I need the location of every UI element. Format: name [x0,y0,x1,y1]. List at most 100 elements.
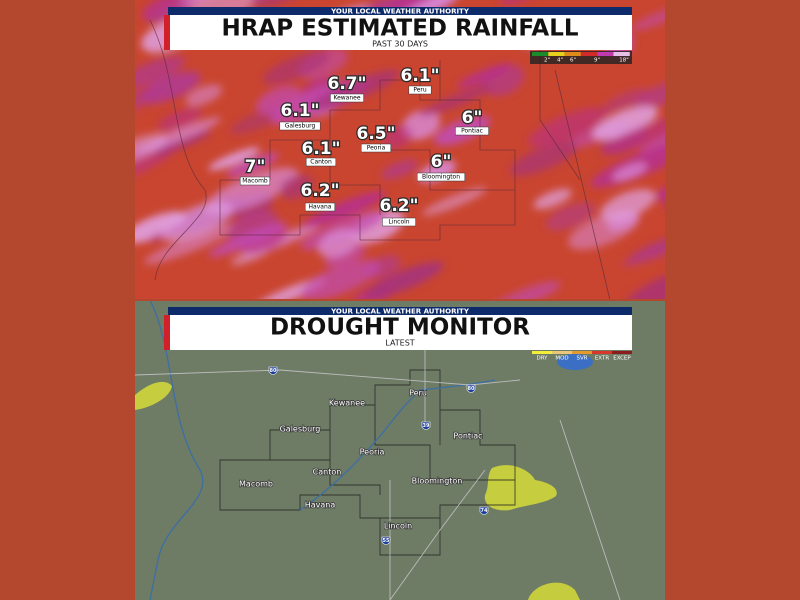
banner-text: YOUR LOCAL WEATHER AUTHORITY [330,308,470,316]
city-name: Kewanee [329,399,365,408]
legend-swatch [572,351,592,354]
rain-blob [157,107,203,132]
rain-blob [625,264,665,299]
rain-blob [262,50,330,85]
legend-label: SVR [576,356,587,362]
legend-label: 4" [557,58,563,64]
city-name: Macomb [239,480,273,489]
legend-label: MOD [555,356,568,362]
banner-text: YOUR LOCAL WEATHER AUTHORITY [330,8,470,16]
highway-number: 55 [383,538,390,544]
city-box [416,172,466,182]
rain-blob [600,189,656,221]
rain-blob [592,105,658,141]
rain-blob [160,201,233,242]
city-name: Peoria [360,448,385,457]
rainfall-amount: 6.1" [302,139,341,159]
legend-swatch [592,351,612,354]
rainfall-amount: 6.1" [281,101,320,121]
city-name: Peru [413,87,427,94]
city-name: Havana [309,204,332,211]
rainfall-legend: 2" 4" 6" 9" 18" [530,51,632,64]
banner-strip [168,307,632,315]
rain-blob [208,222,288,257]
accent-bar [164,315,170,350]
city-name: Pontiac [461,128,483,135]
legend-swatch [612,351,632,354]
city-box [279,121,321,131]
roads [135,340,621,600]
legend-label: 18" [619,58,629,64]
map-base [135,301,665,600]
legend-shadow [557,354,593,370]
rainfall-amount: 6" [462,108,483,128]
city-box [382,217,416,227]
highway-shield [421,421,431,430]
rain-blob [317,228,360,258]
rain-blob [622,224,665,267]
legend-label: EXCEP [613,356,631,362]
rain-blob [383,124,413,149]
city-name: Havana [305,501,336,510]
rain-blob [208,147,260,171]
city-name: Lincoln [384,522,412,531]
rainfall-amount: 6.2" [301,181,340,201]
rain-blob [135,133,168,165]
subtitle: LATEST [385,339,415,348]
city-box [305,157,337,167]
city-box [455,126,489,136]
rain-blob [135,55,185,89]
city-name: Bloomington [422,174,460,181]
rainfall-header: YOUR LOCAL WEATHER AUTHORITY HRAP ESTIMA… [164,7,632,50]
highway-number: 80 [468,386,475,392]
rain-blob [144,223,239,265]
rain-blob [365,261,444,299]
title: HRAP ESTIMATED RAINFALL [221,16,578,42]
rainfall-amount: 6.5" [357,124,396,144]
title-box [168,15,632,50]
rain-blob [381,159,418,180]
drought-header: YOUR LOCAL WEATHER AUTHORITY DROUGHT MON… [164,307,632,370]
rain-blob [203,167,299,215]
rain-blob [226,152,279,178]
rain-blob [324,244,367,268]
city-name: Lincoln [388,219,409,226]
city-name: Kewanee [333,95,360,102]
rain-blob [300,259,381,299]
city-name: Canton [313,468,342,477]
rainfall-amount: 6.2" [380,196,419,216]
rain-blob [527,107,609,148]
accent-bar [164,15,170,50]
highway-number: 39 [423,423,430,429]
city-name: Peru [409,389,427,398]
legend-label: 2" [544,58,550,64]
rainfall-amount: 6.7" [328,74,367,94]
rain-blob [603,88,650,112]
legend-swatch [532,52,549,56]
rain-blob [457,63,512,88]
highway-shield [268,366,278,375]
drought-legend: DRY MOD SVR EXTR EXCEP [532,351,632,362]
legend-swatch [613,52,630,56]
rain-blob [630,6,665,31]
city-name: Peoria [367,145,386,152]
legend-swatch [552,351,572,354]
city-name: Galesburg [280,425,321,434]
subtitle: PAST 30 DAYS [372,40,428,49]
highway-number: 74 [481,508,488,514]
city-name: Macomb [242,178,268,185]
drought-labels: Peru Kewanee Galesburg Pontiac Peoria Canton M… [238,366,489,545]
drought-areas [135,381,580,600]
city-box [408,85,432,95]
legend-swatch [532,351,552,354]
legend-label: DRY [536,356,548,362]
city-box [330,93,364,103]
city-name: Pontiac [453,432,482,441]
legend-swatch [580,52,598,56]
rain-blob [279,174,314,200]
banner-strip [168,7,632,15]
rainfall-amount: 6" [431,152,452,172]
